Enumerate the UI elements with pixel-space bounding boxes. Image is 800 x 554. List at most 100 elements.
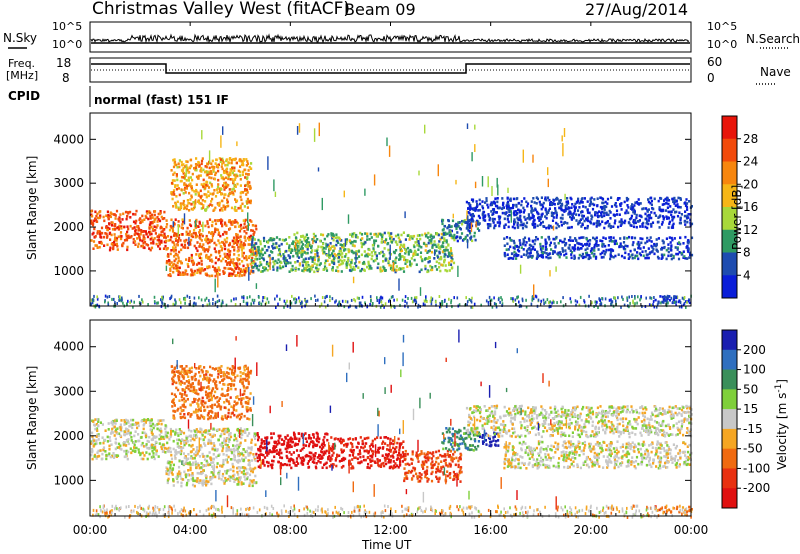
data-cell [206,303,209,307]
data-cell [688,256,691,259]
data-cell [93,227,96,231]
data-cell [284,264,287,268]
data-cell [144,214,147,218]
data-cell [226,430,229,434]
data-cell [371,303,374,307]
data-cell [522,248,525,251]
data-cell [634,254,637,258]
data-cell [647,198,650,201]
data-cell [350,250,353,253]
data-cell [198,231,201,234]
data-cell [154,217,157,221]
data-cell [605,248,608,252]
data-cell [182,163,185,166]
data-cell [554,209,557,213]
data-cell [220,302,223,306]
data-cell [106,435,109,439]
data-cell [478,229,481,232]
data-cell [228,161,231,165]
data-cell [262,266,265,269]
data-cell [280,261,283,264]
data-cell [266,241,269,244]
data-cell [503,237,506,240]
data-cell [229,267,232,270]
data-cell [581,256,585,260]
data-cell [157,212,160,216]
data-cell [632,299,634,303]
data-cell [243,222,246,226]
data-cell [210,258,213,261]
data-cell [576,209,580,212]
data-cell [247,452,250,455]
data-cell [623,200,626,204]
data-cell [548,237,551,241]
data-cell [340,249,343,253]
data-cell [390,295,393,299]
data-cell [161,300,163,304]
data-cell [387,261,390,265]
data-cell [180,301,182,305]
data-cell [317,258,320,262]
data-cell [501,211,504,215]
data-cell [268,238,271,242]
data-cell [415,301,418,305]
data-cell [550,226,553,229]
data-cell [222,257,225,261]
data-cell [122,241,125,245]
data-cell [366,238,369,241]
data-cell [395,265,398,268]
data-cell [447,243,450,246]
data-cell [221,157,224,161]
data-cell [384,259,387,262]
data-cell [508,213,511,217]
data-cell [279,297,281,301]
data-cell [311,249,314,252]
data-cell [635,225,638,229]
data-cell [635,216,638,220]
data-cell [456,239,459,243]
data-cell [229,258,233,262]
data-cell [150,236,153,240]
data-cell [190,238,193,242]
data-cell [195,165,198,169]
data-cell [242,170,245,174]
data-cell [301,249,304,253]
data-cell [138,218,141,222]
data-cell [91,223,95,227]
data-cell [213,247,216,250]
data-cell [186,226,189,230]
data-cell [98,210,101,214]
data-cell [140,436,143,439]
data-cell [252,453,255,456]
data-cell [170,261,173,264]
data-cell [410,296,413,300]
data-cell [157,455,160,458]
data-cell [646,236,649,240]
data-cell [349,266,352,269]
data-cell [182,439,185,442]
data-cell [375,257,378,260]
data-cell [201,483,204,487]
data-cell [645,222,648,225]
data-cell [148,452,151,456]
data-cell [533,201,536,204]
data-cell [325,242,327,250]
data-cell [227,173,230,177]
data-cell [501,206,504,210]
data-cell [641,207,644,211]
data-cell [114,441,117,444]
data-cell [363,250,366,253]
data-cell [503,251,506,255]
data-cell [398,253,402,256]
data-cell [127,438,130,441]
data-cell [221,464,224,468]
data-cell [636,202,639,205]
data-cell [655,305,658,309]
data-cell [600,211,603,215]
data-cell [650,216,653,220]
nave-tick-top: 60 [707,55,722,69]
data-cell [601,297,603,300]
data-cell [105,214,108,217]
data-cell [224,205,227,209]
data-cell [202,221,204,233]
